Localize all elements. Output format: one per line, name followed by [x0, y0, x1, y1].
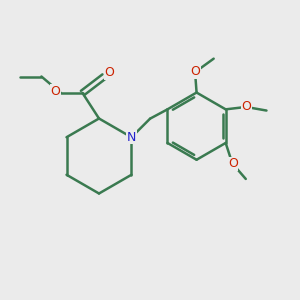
Text: O: O [51, 85, 60, 98]
Text: O: O [228, 158, 238, 170]
Text: O: O [105, 66, 114, 80]
Text: O: O [242, 100, 252, 113]
Text: O: O [190, 65, 200, 78]
Text: N: N [127, 131, 136, 144]
